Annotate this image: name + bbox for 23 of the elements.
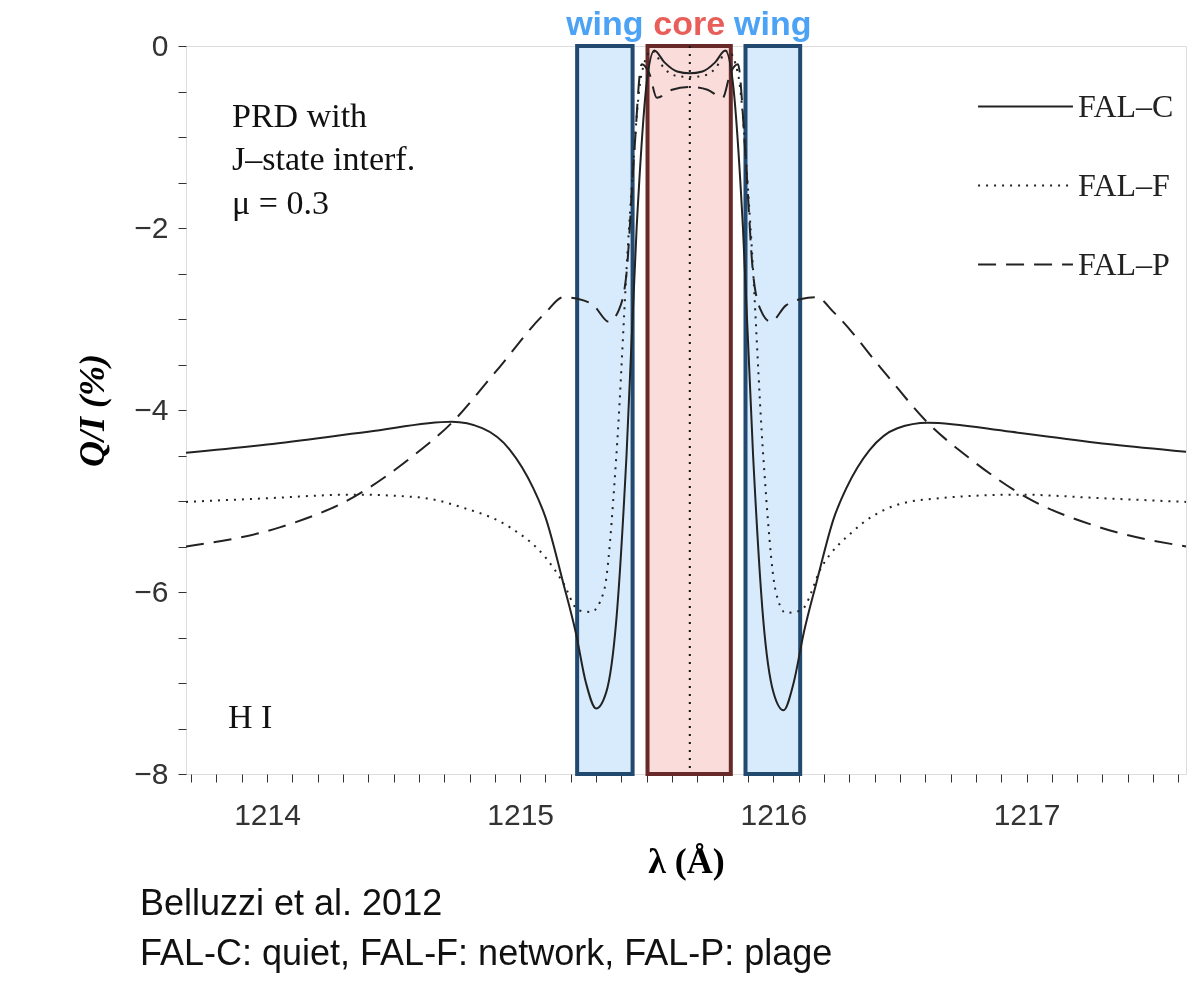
x-tick-label: 1214 [234,797,301,831]
y-tick-label: 0 [151,28,169,62]
x-axis-title: λ (Å) [648,840,725,881]
y-tick-label: −2 [134,210,169,244]
legend-label: FAL–C [1078,87,1174,124]
y-tick-label: −4 [134,392,169,426]
annotation: J–state interf. [232,140,416,177]
text: FAL-C: quiet, FAL-F: network, FAL-P: plage [140,932,833,973]
y-tick-label: −8 [134,756,169,790]
y-tick-label: −6 [134,574,169,608]
annotation: PRD with [232,97,368,134]
band-label: core [653,4,726,42]
band-label: wing [565,4,644,42]
band-label: wing [733,4,812,42]
text: Belluzzi et al. 2012 [140,882,443,923]
x-tick-label: 1216 [740,797,808,831]
legend-label: FAL–P [1078,245,1170,282]
y-axis-title: Q/I (%) [72,354,113,467]
x-tick-label: 1217 [993,797,1061,831]
annotation: H I [228,698,273,735]
legend-label: FAL–F [1078,166,1170,203]
x-tick-label: 1215 [487,797,555,831]
annotation: μ = 0.3 [232,184,329,221]
